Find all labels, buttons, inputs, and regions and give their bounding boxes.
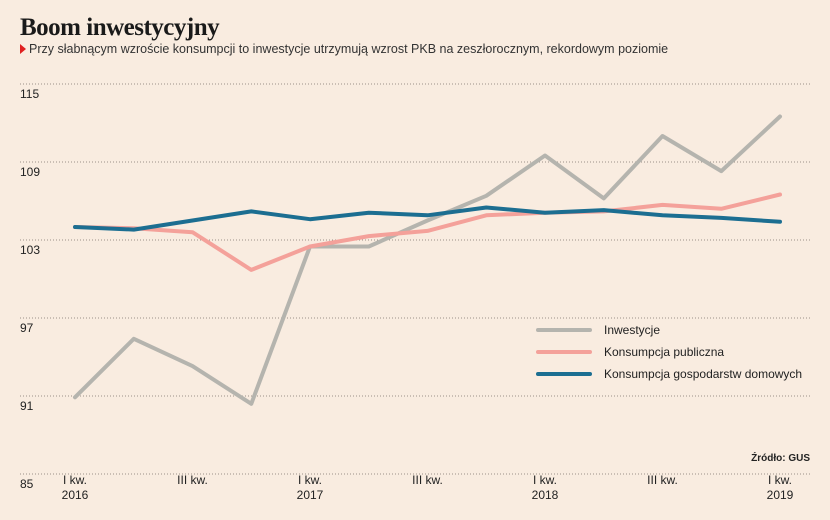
x-tick-year-label: 2017 bbox=[297, 488, 324, 502]
legend-label: Inwestycje bbox=[604, 323, 660, 337]
x-tick-label: III kw. bbox=[647, 473, 678, 487]
red-triangle-icon bbox=[20, 44, 26, 54]
series-line-2 bbox=[73, 192, 782, 272]
y-tick-label: 109 bbox=[20, 165, 40, 179]
x-tick-label: III kw. bbox=[412, 473, 443, 487]
x-tick-year-label: 2019 bbox=[767, 488, 794, 502]
source-note: Źródło: GUS bbox=[751, 453, 810, 464]
x-tick-label: III kw. bbox=[177, 473, 208, 487]
chart-subtitle: Przy słabnącym wzroście konsumpcji to in… bbox=[20, 42, 668, 56]
x-tick-label: I kw. bbox=[533, 473, 557, 487]
y-tick-label: 115 bbox=[20, 87, 39, 101]
chart-title: Boom inwestycyjny bbox=[20, 14, 220, 41]
series-line-1 bbox=[73, 114, 782, 406]
x-tick-label: I kw. bbox=[298, 473, 322, 487]
x-tick-label: I kw. bbox=[63, 473, 87, 487]
x-tick-label: I kw. bbox=[768, 473, 792, 487]
legend-label: Konsumpcja gospodarstw domowych bbox=[604, 367, 802, 381]
y-tick-label: 97 bbox=[20, 321, 34, 335]
legend-label: Konsumpcja publiczna bbox=[604, 345, 724, 359]
y-tick-label: 91 bbox=[20, 399, 34, 413]
y-tick-label: 85 bbox=[20, 477, 34, 491]
x-tick-year-label: 2018 bbox=[532, 488, 559, 502]
x-tick-year-label: 2016 bbox=[62, 488, 89, 502]
series-line-3 bbox=[73, 205, 782, 232]
y-tick-label: 103 bbox=[20, 243, 40, 257]
chart-subtitle-text: Przy słabnącym wzroście konsumpcji to in… bbox=[29, 42, 669, 56]
